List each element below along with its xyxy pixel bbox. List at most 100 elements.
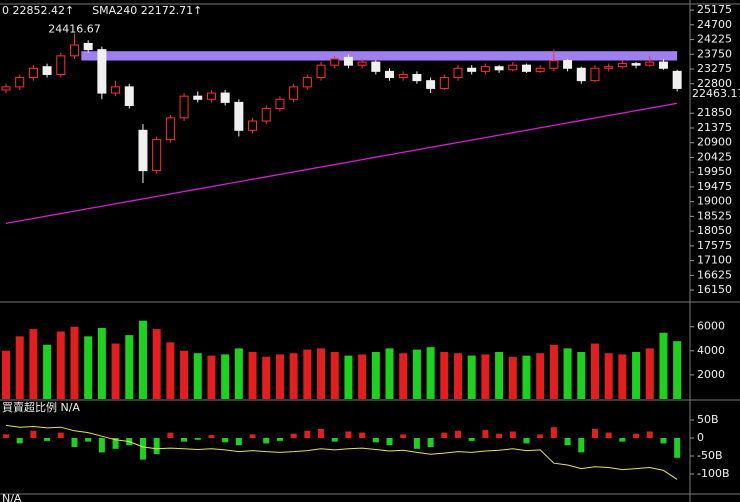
volume-bar — [70, 326, 79, 399]
volume-bar — [481, 354, 490, 399]
candle-body — [467, 67, 477, 72]
volume-bar — [412, 349, 421, 399]
y-tick-label: 19000 — [697, 195, 732, 208]
candle-body — [261, 108, 271, 122]
flow-bar — [413, 438, 420, 449]
candle-body — [15, 77, 25, 88]
flow-bar — [263, 438, 270, 444]
flow-bar — [276, 438, 283, 441]
y-tick-label: 24700 — [697, 18, 732, 31]
candle-body — [83, 42, 93, 51]
y-tick-label: 18050 — [697, 224, 732, 237]
volume-bar — [440, 352, 449, 399]
volume-bar — [248, 352, 257, 399]
volume-bar — [317, 348, 326, 399]
volume-bar — [522, 355, 531, 399]
flow-bar — [523, 438, 530, 444]
volume-bar — [454, 353, 462, 399]
volume-bar — [426, 347, 435, 399]
y-tick-label: 16150 — [697, 283, 732, 296]
flow-bar — [400, 434, 407, 438]
candle-body — [179, 95, 189, 119]
candle-body — [42, 66, 52, 75]
flow-bar — [44, 438, 51, 441]
flow-bar — [564, 438, 571, 446]
volume-bar — [111, 343, 120, 399]
flow-bar — [646, 431, 653, 438]
y-tick-label: 24225 — [697, 33, 732, 46]
candle-body — [385, 70, 395, 79]
candle-body — [576, 67, 586, 82]
flow-bar — [57, 432, 64, 438]
volume-bar — [495, 352, 504, 399]
volume-bar — [138, 320, 147, 399]
flow-bar — [537, 434, 544, 438]
volume-bar — [193, 353, 202, 399]
flow-bar — [30, 430, 37, 438]
flow-bar — [222, 438, 229, 443]
volume-bar — [590, 343, 599, 399]
volume-bar — [673, 341, 682, 399]
candle-body — [234, 101, 244, 131]
volume-bar — [152, 329, 161, 399]
volume-bar — [84, 336, 93, 399]
flow-label: 買賣超比例 N/A — [2, 400, 80, 414]
y-tick-label: -100B — [697, 467, 730, 480]
flow-bar — [167, 432, 174, 438]
candle-body — [165, 117, 175, 141]
volume-bar — [43, 344, 52, 399]
flow-bar — [235, 438, 242, 446]
candle-body — [138, 129, 148, 172]
flow-bar — [591, 429, 598, 438]
flow-footer: N/A — [2, 492, 22, 502]
resistance-zone — [81, 51, 678, 61]
volume-bar — [549, 344, 558, 399]
candle-body — [111, 86, 121, 94]
annotation: 24416.67 — [48, 23, 101, 36]
volume-bar — [289, 353, 298, 399]
flow-bar — [455, 430, 461, 438]
y-tick-label: 23275 — [697, 62, 732, 75]
y-tick-label: 25175 — [697, 3, 732, 16]
candle-body — [289, 86, 299, 100]
candle-body — [398, 73, 408, 79]
flow-bar — [71, 438, 78, 447]
candle-body — [371, 61, 381, 72]
flow-bar — [181, 438, 188, 442]
flow-bar — [605, 432, 612, 438]
flow-bar — [468, 438, 475, 441]
candle-body — [357, 61, 367, 66]
candle-body — [275, 98, 285, 110]
volume-bar — [371, 352, 380, 399]
volume-bar — [15, 336, 24, 399]
candle-body — [426, 80, 436, 89]
volume-bar — [97, 327, 106, 399]
flow-bar — [112, 438, 119, 449]
flow-bar — [633, 433, 640, 438]
volume-bar — [221, 354, 230, 399]
y-tick-label: 0 — [697, 431, 704, 444]
flow-bar — [153, 438, 160, 455]
candle-body — [330, 58, 340, 66]
volume-bar — [632, 352, 641, 399]
candle-body — [412, 73, 422, 82]
volume-bar — [508, 356, 517, 399]
volume-bar — [2, 350, 10, 399]
candle-body — [453, 67, 463, 79]
flow-bar — [331, 438, 338, 442]
candle-body — [302, 77, 312, 88]
candle-body — [645, 61, 655, 66]
y-tick-label: -50B — [697, 449, 723, 462]
y-tick-label: 4000 — [697, 344, 725, 357]
candle-body — [480, 66, 490, 72]
volume-bar — [577, 352, 586, 399]
candle-body — [206, 92, 216, 100]
y-tick-label: 17100 — [697, 254, 732, 267]
candle-body — [521, 64, 531, 72]
flow-bar — [3, 434, 9, 438]
volume-bar — [536, 353, 545, 399]
flow-bar — [345, 431, 352, 438]
flow-bar — [619, 438, 626, 442]
